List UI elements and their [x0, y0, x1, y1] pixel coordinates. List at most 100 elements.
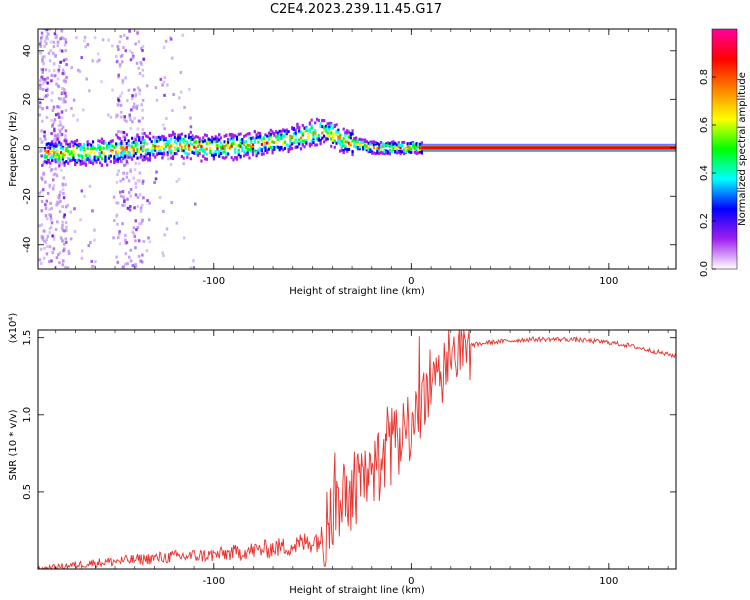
- ridge-cell: [216, 136, 219, 140]
- ridge-cell: [273, 132, 276, 136]
- noise-speckle: [122, 265, 125, 269]
- noise-speckle: [138, 71, 142, 75]
- noise-speckle: [45, 34, 49, 38]
- noise-speckle: [42, 229, 46, 233]
- ridge-cell: [173, 148, 176, 152]
- noise-speckle: [115, 113, 118, 117]
- noise-speckle: [41, 70, 44, 74]
- ridge-cell: [296, 123, 299, 127]
- noise-speckle: [43, 29, 46, 31]
- noise-speckle: [44, 37, 48, 41]
- ridge-cell: [196, 144, 200, 148]
- ridge-cell: [202, 147, 205, 151]
- ridge-cell: [104, 159, 107, 163]
- noise-speckle: [137, 239, 141, 243]
- ridge-cell: [235, 144, 239, 148]
- ridge-cell: [47, 160, 50, 164]
- ridge-cell: [308, 130, 312, 134]
- ridge-cell: [74, 162, 77, 166]
- ridge-cell: [86, 157, 89, 161]
- ridge-cell: [356, 140, 360, 144]
- noise-speckle: [58, 193, 61, 197]
- noise-speckle: [58, 160, 62, 164]
- ridge-cell: [310, 132, 313, 136]
- noise-speckle: [118, 63, 122, 67]
- noise-speckle: [92, 265, 95, 269]
- noise-speckle: [38, 113, 41, 117]
- ridge-cell: [337, 128, 340, 132]
- ridge-cell: [267, 131, 271, 135]
- ridge-cell: [235, 156, 239, 160]
- ridge-cell: [113, 159, 116, 163]
- ridge-cell: [356, 142, 360, 146]
- ridge-cell: [410, 141, 413, 145]
- ridge-cell: [214, 135, 217, 139]
- noise-speckle: [52, 51, 55, 55]
- noise-speckle: [134, 246, 137, 250]
- ridge-cell: [123, 147, 127, 151]
- ridge-cell: [51, 140, 54, 144]
- ridge-cell: [86, 146, 89, 150]
- ridge-cell: [315, 143, 319, 147]
- noise-speckle: [116, 114, 120, 118]
- ridge-cell: [63, 139, 66, 143]
- ridge-cell: [141, 140, 144, 144]
- noise-speckle: [128, 49, 132, 53]
- ridge-cell: [335, 123, 338, 127]
- ridge-cell: [205, 147, 208, 151]
- noise-speckle: [139, 61, 143, 65]
- ridge-cell: [340, 141, 344, 145]
- ridge-cell: [395, 151, 399, 155]
- noise-speckle: [123, 200, 126, 204]
- noise-speckle: [141, 68, 145, 72]
- noise-speckle: [163, 75, 167, 79]
- ridge-cell: [346, 147, 349, 151]
- ridge-cell: [408, 150, 411, 154]
- ridge-cell: [100, 151, 104, 155]
- noise-speckle: [117, 75, 120, 79]
- noise-speckle: [43, 77, 47, 81]
- noise-speckle: [40, 68, 43, 72]
- noise-speckle: [128, 255, 131, 259]
- noise-speckle: [126, 197, 129, 201]
- ridge-cell: [330, 144, 333, 148]
- noise-speckle: [120, 110, 123, 114]
- ridge-cell: [230, 142, 233, 146]
- noise-speckle: [129, 58, 133, 62]
- noise-speckle: [75, 36, 78, 40]
- y-tick-label: 0: [22, 145, 33, 151]
- ridge-cell: [139, 141, 143, 145]
- ridge-cell: [324, 127, 328, 131]
- noise-speckle: [182, 162, 185, 166]
- noise-speckle: [50, 145, 54, 149]
- ridge-cell: [115, 150, 118, 154]
- ridge-cell: [369, 148, 372, 152]
- ridge-cell: [56, 157, 59, 161]
- ridge-cell: [344, 140, 347, 144]
- noise-speckle: [56, 143, 59, 147]
- noise-speckle: [136, 30, 139, 34]
- ridge-cell: [262, 145, 265, 149]
- ridge-cell: [150, 141, 153, 145]
- ridge-cell: [250, 138, 253, 142]
- ridge-cell: [205, 157, 208, 161]
- ridge-cell: [367, 144, 370, 148]
- noise-speckle: [113, 219, 116, 223]
- ridge-cell: [175, 144, 178, 148]
- ridge-cell: [205, 152, 208, 156]
- ridge-cell: [280, 136, 283, 140]
- ridge-cell: [170, 134, 173, 138]
- ridge-cell: [314, 131, 317, 135]
- ridge-cell: [410, 150, 413, 154]
- ridge-cell: [125, 133, 128, 137]
- noise-speckle: [65, 75, 68, 79]
- ridge-cell: [159, 137, 162, 141]
- ridge-cell: [317, 135, 320, 139]
- ridge-cell: [388, 152, 392, 156]
- noise-speckle: [46, 217, 49, 221]
- noise-speckle: [132, 176, 136, 180]
- ridge-cell: [355, 143, 358, 147]
- ridge-cell: [244, 152, 248, 156]
- noise-speckle: [94, 260, 97, 264]
- ridge-cell: [267, 144, 271, 148]
